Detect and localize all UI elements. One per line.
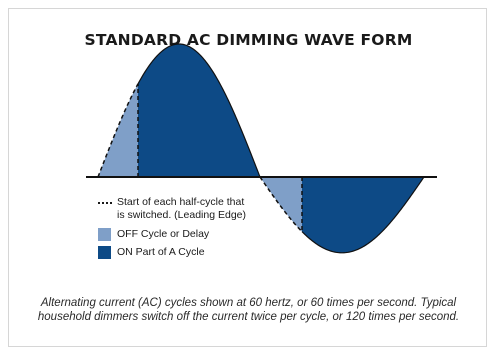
dashed-sine-negative xyxy=(259,176,303,233)
legend-on-label: ON Part of A Cycle xyxy=(117,246,205,258)
dashed-sine-positive xyxy=(97,83,139,178)
sine-outline-positive xyxy=(137,43,261,178)
off-region-negative xyxy=(260,177,302,232)
legend-dashed-label-2: is switched. (Leading Edge) xyxy=(117,209,246,221)
diagram-title: STANDARD AC DIMMING WAVE FORM xyxy=(84,31,413,49)
off-swatch-icon xyxy=(98,228,111,241)
legend-dashed-label-1: Start of each half-cycle that xyxy=(117,196,245,208)
legend-off-label: OFF Cycle or Delay xyxy=(117,228,210,240)
sine-outline-negative xyxy=(301,176,425,254)
off-region-positive xyxy=(98,83,138,177)
dashed-line-icon xyxy=(98,202,112,204)
on-swatch-icon xyxy=(98,246,111,259)
on-region-positive xyxy=(138,44,260,177)
on-region-negative xyxy=(302,177,424,253)
diagram-caption: Alternating current (AC) cycles shown at… xyxy=(37,297,460,323)
